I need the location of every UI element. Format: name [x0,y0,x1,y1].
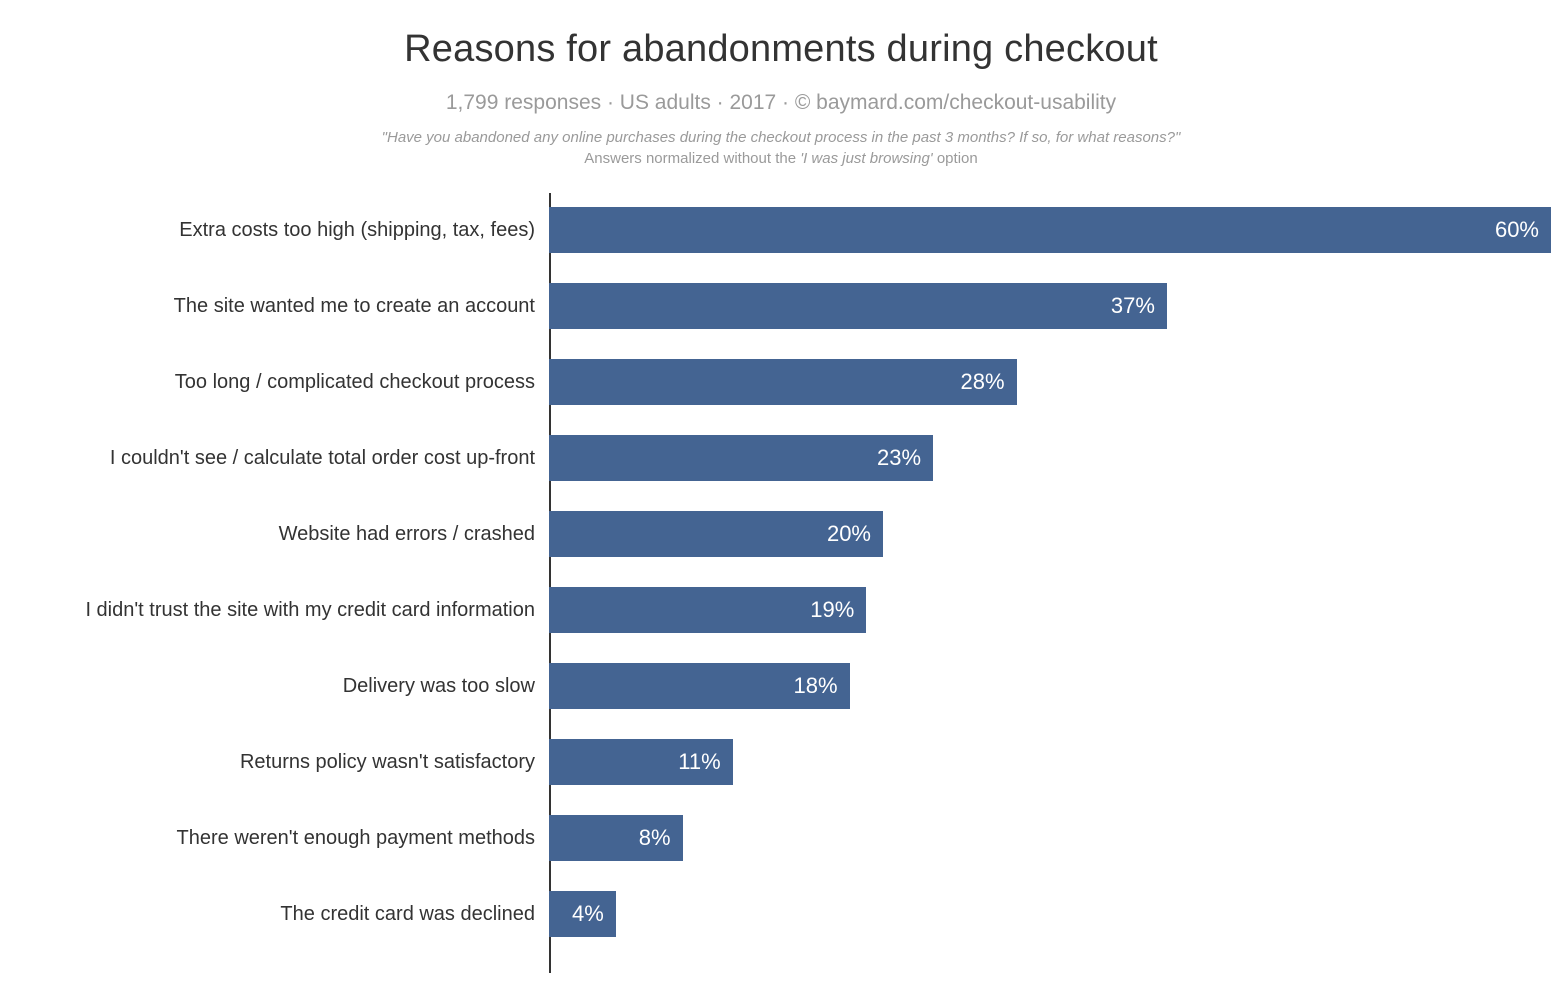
chart-note-em: 'I was just browsing' [800,150,932,167]
category-label: Website had errors / crashed [0,523,549,546]
category-label: The credit card was declined [0,903,549,926]
chart-row: The credit card was declined 4% [0,891,1562,937]
chart-row: Website had errors / crashed 20% [0,511,1562,557]
chart-row: I didn't trust the site with my credit c… [0,587,1562,633]
bar-cell: 19% [549,587,1551,633]
bar-value-label: 18% [794,673,838,699]
bar: 23% [549,435,933,481]
chart-note-suffix: option [933,150,978,167]
category-label: Delivery was too slow [0,675,549,698]
chart-row: Extra costs too high (shipping, tax, fee… [0,207,1562,253]
bar: 4% [549,891,616,937]
chart-row: There weren't enough payment methods 8% [0,815,1562,861]
bar-cell: 8% [549,815,1551,861]
chart-row: Delivery was too slow 18% [0,663,1562,709]
bar-cell: 18% [549,663,1551,709]
bar-cell: 23% [549,435,1551,481]
category-label: Extra costs too high (shipping, tax, fee… [0,219,549,242]
bar: 37% [549,283,1167,329]
bar-value-label: 11% [678,749,720,775]
chart-note: Answers normalized without the 'I was ju… [0,150,1562,167]
category-label: The site wanted me to create an account [0,295,549,318]
bar-chart: Extra costs too high (shipping, tax, fee… [0,193,1562,973]
bar: 19% [549,587,866,633]
category-label: I couldn't see / calculate total order c… [0,447,549,470]
bar-cell: 4% [549,891,1551,937]
category-label: Returns policy wasn't satisfactory [0,751,549,774]
chart-subtitle: 1,799 responses · US adults · 2017 · © b… [0,91,1562,115]
bar-value-label: 8% [639,825,671,851]
bar-value-label: 60% [1495,217,1539,243]
bar-value-label: 19% [810,597,854,623]
chart-note-prefix: Answers normalized without the [584,150,800,167]
bar-cell: 37% [549,283,1551,329]
category-label: There weren't enough payment methods [0,827,549,850]
bar-cell: 20% [549,511,1551,557]
bar-value-label: 4% [572,901,604,927]
bar-value-label: 37% [1111,293,1155,319]
chart-row: I couldn't see / calculate total order c… [0,435,1562,481]
bar: 18% [549,663,850,709]
bar: 20% [549,511,883,557]
chart-title: Reasons for abandonments during checkout [0,28,1562,71]
bar: 60% [549,207,1551,253]
category-label: Too long / complicated checkout process [0,371,549,394]
bar-cell: 28% [549,359,1551,405]
chart-container: Reasons for abandonments during checkout… [0,0,1562,973]
chart-row: The site wanted me to create an account 3… [0,283,1562,329]
category-label: I didn't trust the site with my credit c… [0,599,549,622]
chart-rows: Extra costs too high (shipping, tax, fee… [0,207,1562,967]
bar: 28% [549,359,1017,405]
bar: 8% [549,815,683,861]
bar: 11% [549,739,733,785]
chart-question: "Have you abandoned any online purchases… [0,129,1562,146]
bar-cell: 11% [549,739,1551,785]
chart-row: Too long / complicated checkout process 2… [0,359,1562,405]
bar-value-label: 28% [961,369,1005,395]
bar-cell: 60% [549,207,1551,253]
bar-value-label: 23% [877,445,921,471]
bar-value-label: 20% [827,521,871,547]
chart-row: Returns policy wasn't satisfactory 11% [0,739,1562,785]
